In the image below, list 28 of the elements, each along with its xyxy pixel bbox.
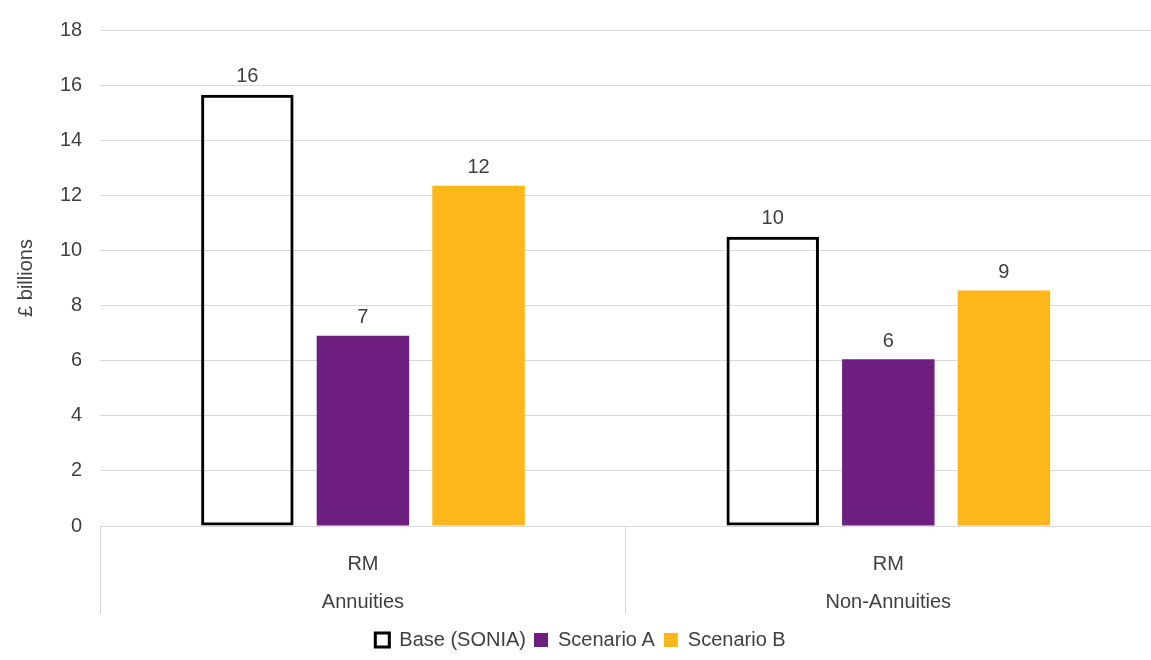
data-label: 7	[357, 305, 369, 328]
x-tick-label: RM	[347, 551, 379, 574]
y-tick-label: 2	[71, 458, 83, 481]
text: Non-Annuities	[825, 589, 952, 612]
data-label: 6	[882, 328, 894, 351]
y-tick-label: 12	[60, 182, 83, 205]
legend-label: Scenario A	[558, 627, 656, 650]
data-label: 9	[998, 259, 1010, 282]
y-axis-title: £ billions	[13, 239, 36, 317]
bar	[432, 185, 525, 526]
data-label: 12	[467, 155, 490, 178]
y-tick-label: 8	[71, 293, 83, 316]
bar	[957, 290, 1051, 526]
y-tick-label: 18	[60, 17, 83, 40]
y-tick-label: 4	[71, 403, 83, 426]
text: Annuities	[321, 589, 405, 612]
y-tick-label: 14	[60, 127, 83, 150]
bar	[316, 335, 410, 526]
y-tick-label: 0	[71, 513, 83, 536]
y-tick-label: 6	[71, 348, 83, 371]
legend-label: Scenario B	[687, 627, 786, 650]
x-tick-label: RM	[872, 551, 904, 574]
legend-label: Base (SONIA)	[399, 627, 527, 650]
y-tick-label: 16	[60, 72, 83, 95]
y-tick-label: 10	[60, 237, 83, 260]
data-label: 16	[236, 64, 259, 87]
data-label: 10	[761, 206, 784, 229]
bar	[842, 359, 935, 526]
